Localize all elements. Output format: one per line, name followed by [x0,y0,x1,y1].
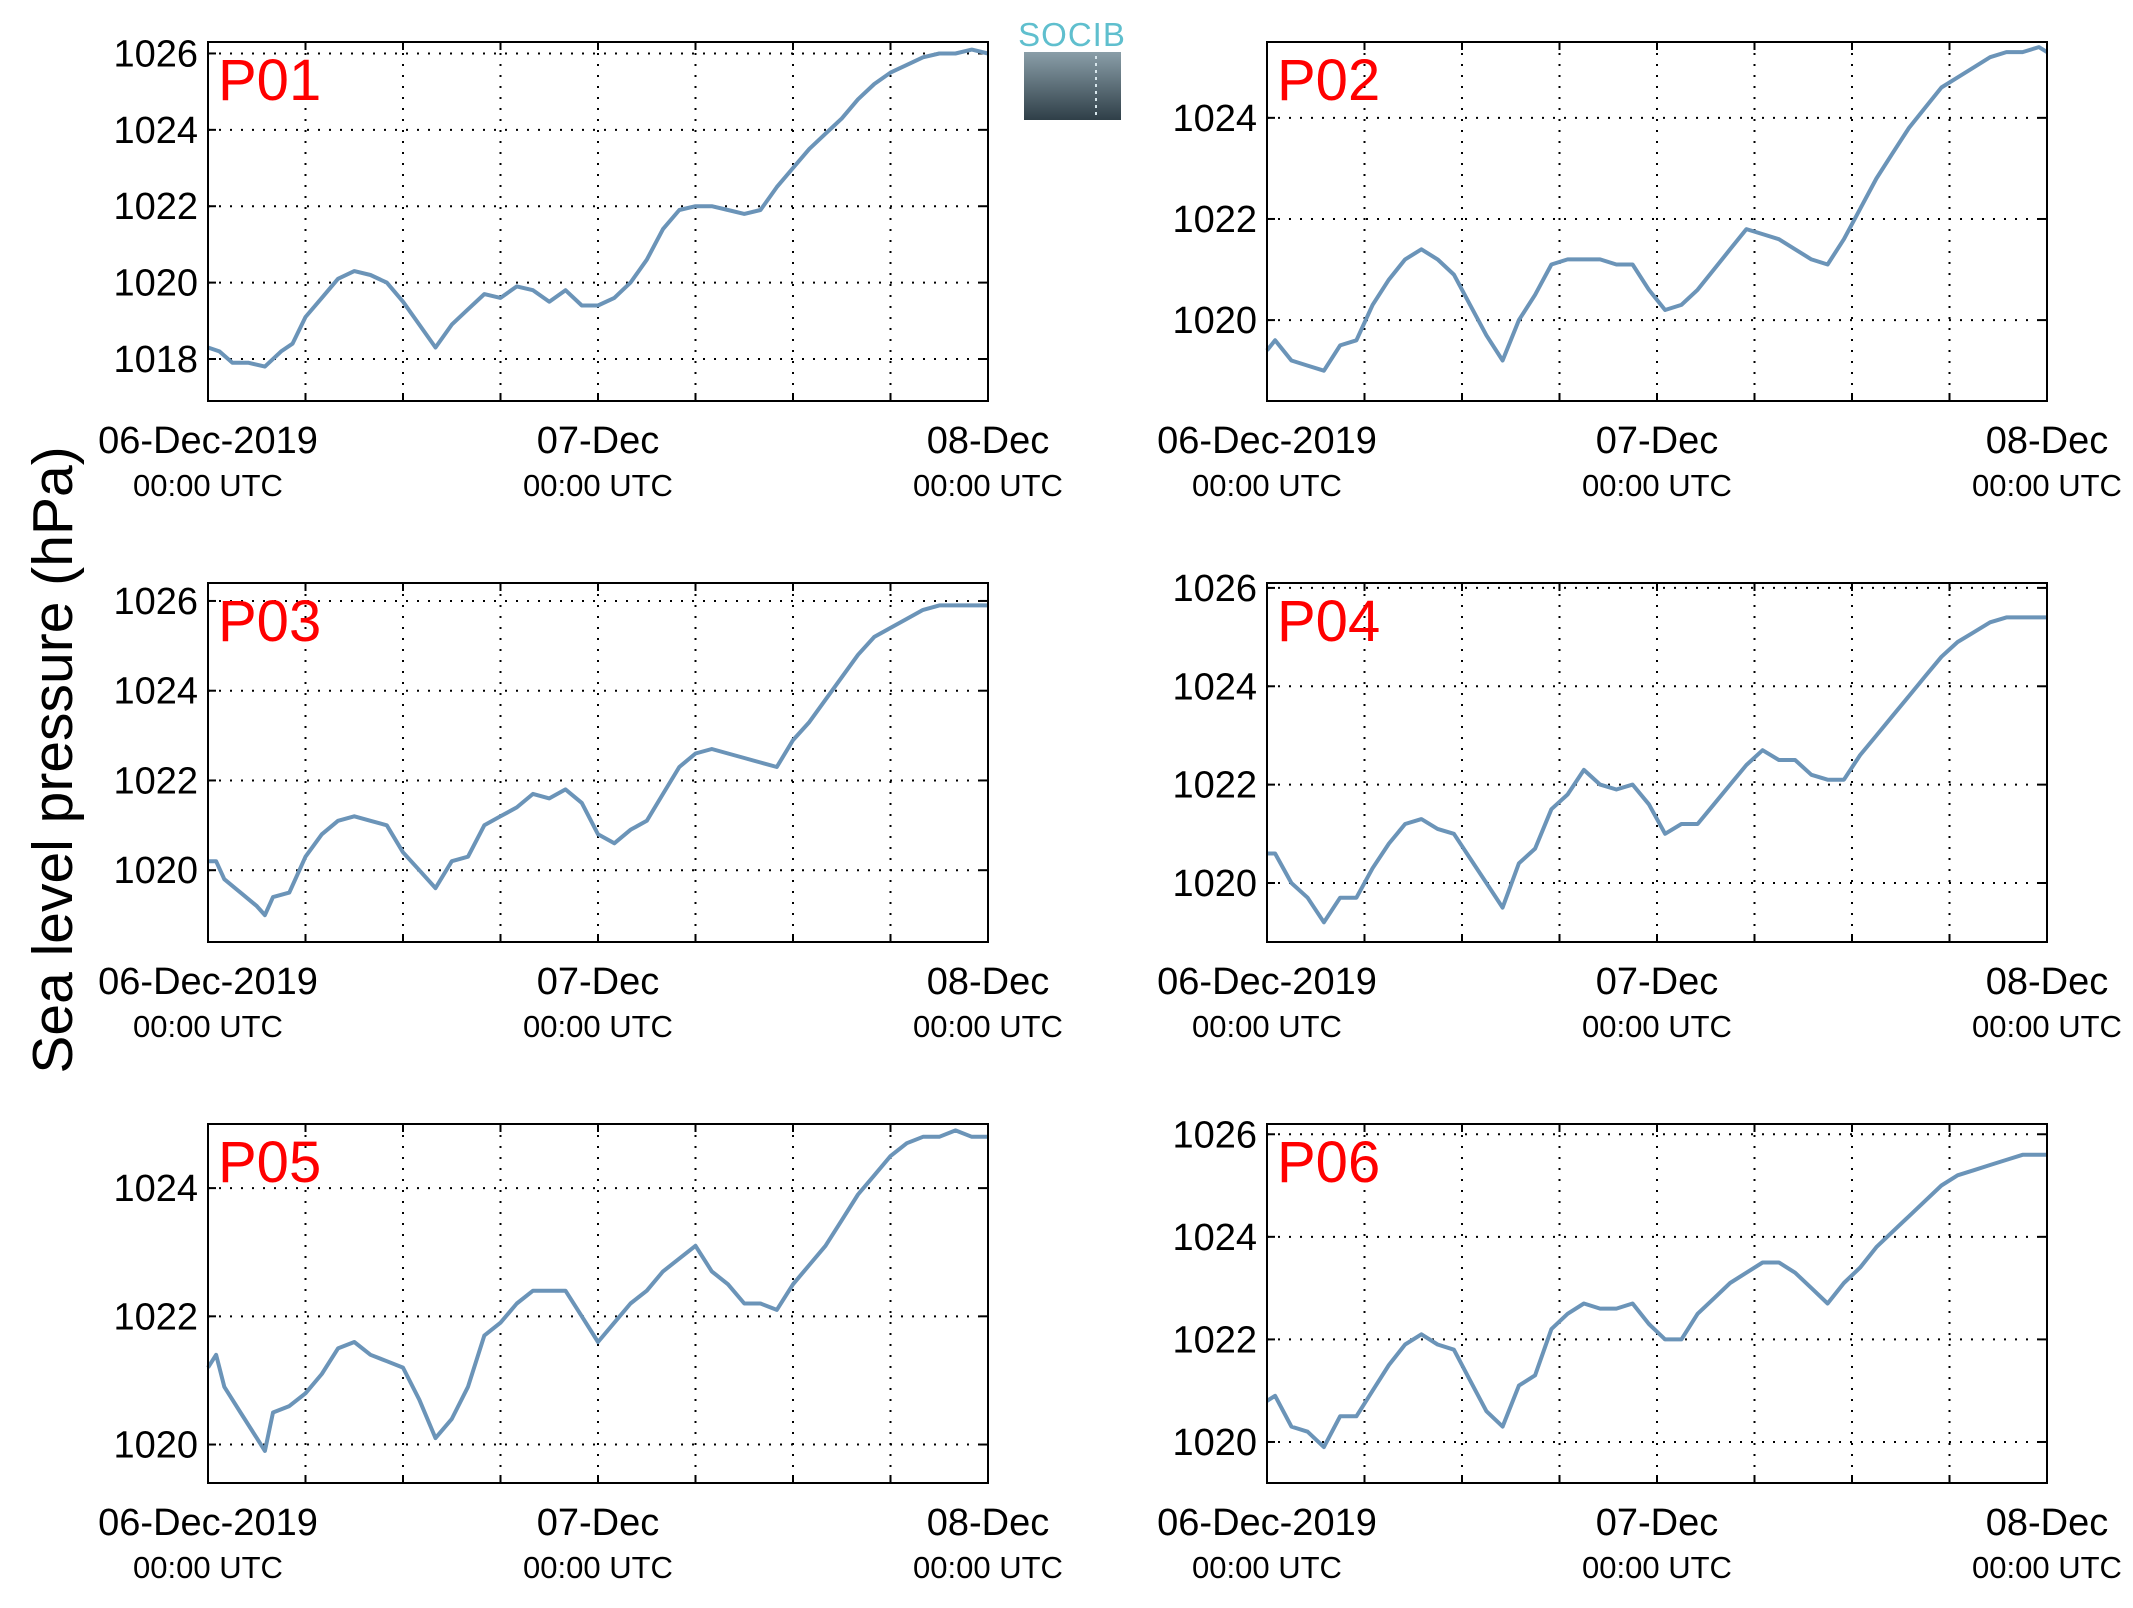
x-tick-sublabel: 00:00 UTC [133,1009,283,1044]
series-line-p03 [208,603,988,918]
x-tick-label: 07-Dec [537,420,660,462]
y-tick-label: 1020 [1172,1422,1257,1464]
x-tick-label: 06-Dec-2019 [1157,420,1377,462]
axes-frame [1266,41,2048,402]
x-tick-label: 06-Dec-2019 [98,420,318,462]
x-tick-label: 07-Dec [537,961,660,1003]
panel-label: P04 [1277,589,1380,654]
socib-logo: SOCIB [1018,16,1126,120]
x-tick-sublabel: 00:00 UTC [913,468,1063,503]
x-tick-sublabel: 00:00 UTC [523,1009,673,1044]
panel-label: P02 [1277,48,1380,113]
y-tick-label: 1022 [1172,199,1257,241]
axes-frame [207,582,989,943]
x-tick-sublabel: 00:00 UTC [1582,468,1732,503]
x-tick-sublabel: 00:00 UTC [523,1550,673,1585]
x-tick-sublabel: 00:00 UTC [913,1550,1063,1585]
series-line-p01 [207,47,989,369]
x-tick-sublabel: 00:00 UTC [523,468,673,503]
y-tick-label: 1024 [1172,1217,1257,1259]
x-tick-label: 06-Dec-2019 [1157,961,1377,1003]
y-tick-label: 1026 [113,581,198,623]
y-tick-label: 1022 [1172,765,1257,807]
y-tick-label: 1020 [1172,863,1257,905]
y-tick-label: 1024 [113,671,198,713]
panel-label: P06 [1277,1130,1380,1195]
y-tick-label: 1026 [1172,568,1257,610]
axes-frame [207,1123,989,1484]
y-tick-label: 1026 [1172,1114,1257,1156]
y-tick-label: 1020 [113,263,198,305]
series-line-p04 [1267,615,2047,925]
x-tick-label: 06-Dec-2019 [98,961,318,1003]
panel-label: P01 [218,48,321,113]
y-axis-label: Sea level pressure (hPa) [21,446,85,1073]
x-tick-label: 08-Dec [1986,1502,2109,1544]
y-tick-label: 1022 [113,1296,198,1338]
y-tick-label: 1020 [113,850,198,892]
y-tick-label: 1022 [113,760,198,802]
panel-label: P03 [218,589,321,654]
x-tick-label: 07-Dec [1596,961,1719,1003]
y-tick-label: 1022 [1172,1319,1257,1361]
x-tick-label: 08-Dec [927,1502,1050,1544]
y-tick-label: 1024 [113,1168,198,1210]
x-tick-sublabel: 00:00 UTC [1972,468,2122,503]
x-tick-sublabel: 00:00 UTC [1582,1550,1732,1585]
x-tick-label: 06-Dec-2019 [1157,1502,1377,1544]
series-line-p05 [206,1128,988,1453]
logo-text: SOCIB [1018,16,1126,53]
y-tick-label: 1024 [1172,666,1257,708]
panel-p04: 1020 1022 1024 1026 06-Dec-2019 00:00 UTC 07-D… [1157,568,2122,1044]
x-tick-sublabel: 00:00 UTC [133,468,283,503]
x-tick-label: 08-Dec [927,961,1050,1003]
x-tick-sublabel: 00:00 UTC [1582,1009,1732,1044]
y-tick-label: 1024 [113,110,198,152]
panel-p03: 1020 1022 1024 1026 06-Dec-2019 00:00 UTC 07-D… [98,581,1063,1044]
x-tick-sublabel: 00:00 UTC [1192,1009,1342,1044]
panel-p05: 1020 1022 1024 06-Dec-2019 00:00 UTC 07-Dec 00… [98,1123,1063,1585]
y-tick-label: 1020 [1172,300,1257,342]
x-tick-label: 07-Dec [1596,1502,1719,1544]
panel-p06: 1020 1022 1024 1026 06-Dec-2019 00:00 UTC 07-D… [1157,1114,2122,1585]
x-tick-sublabel: 00:00 UTC [1972,1550,2122,1585]
series-line-p06 [1265,1152,2047,1450]
x-tick-sublabel: 00:00 UTC [133,1550,283,1585]
series-line-p02 [1265,45,2049,373]
x-tick-label: 08-Dec [1986,961,2109,1003]
axes-frame [207,41,989,402]
panel-label: P05 [218,1130,321,1195]
x-tick-label: 08-Dec [927,420,1050,462]
x-tick-sublabel: 00:00 UTC [1192,468,1342,503]
x-tick-sublabel: 00:00 UTC [913,1009,1063,1044]
y-tick-label: 1022 [113,186,198,228]
axes-frame [1266,582,2048,943]
x-tick-label: 08-Dec [1986,420,2109,462]
x-tick-label: 07-Dec [537,1502,660,1544]
y-tick-label: 1020 [113,1425,198,1467]
x-tick-label: 06-Dec-2019 [98,1502,318,1544]
y-tick-label: 1026 [113,33,198,75]
axes-frame [1266,1123,2048,1484]
panel-p01: 1018 1020 1022 1024 1026 06-Dec-2019 00:00 UTC… [98,33,1063,503]
panel-p02: 1020 1022 1024 06-Dec-2019 00:00 UTC 07-Dec 00… [1157,41,2122,503]
x-tick-sublabel: 00:00 UTC [1192,1550,1342,1585]
x-tick-label: 07-Dec [1596,420,1719,462]
x-tick-sublabel: 00:00 UTC [1972,1009,2122,1044]
panels-grid: 1018 1020 1022 1024 1026 06-Dec-2019 00:00 UTC… [98,33,2122,1585]
y-tick-label: 1018 [113,339,198,381]
y-tick-label: 1024 [1172,98,1257,140]
